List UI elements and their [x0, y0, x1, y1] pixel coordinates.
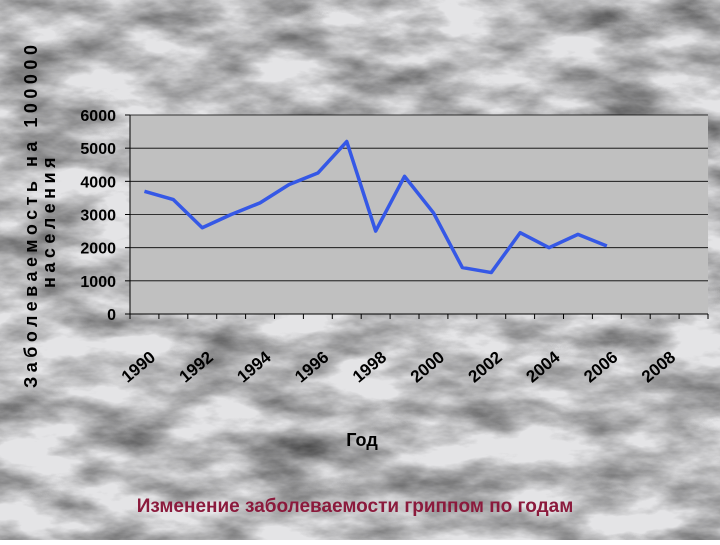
y-tick-label: 4000 — [80, 174, 116, 191]
y-axis-title-line: населения — [39, 153, 59, 288]
y-axis-title-line: Заболеваемость на 100000 — [21, 41, 41, 388]
y-tick-label: 2000 — [80, 241, 116, 258]
y-tick-label: 5000 — [80, 141, 116, 158]
x-axis-title: Год — [346, 430, 378, 450]
y-tick-label: 6000 — [80, 108, 116, 125]
chart-title: Изменение заболеваемости гриппом по года… — [137, 496, 574, 517]
data-line — [143, 139, 608, 275]
y-axis-title: Заболеваемость на 100000 населения — [21, 41, 59, 388]
y-tick-label: 0 — [107, 307, 116, 324]
y-tick-label: 3000 — [80, 208, 116, 225]
y-tick-label: 1000 — [80, 274, 116, 291]
